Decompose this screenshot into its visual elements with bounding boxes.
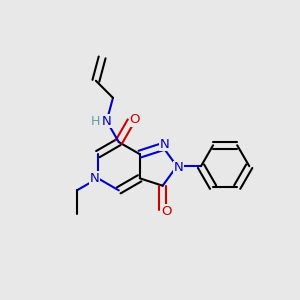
Text: O: O — [161, 205, 171, 218]
Text: N: N — [173, 161, 183, 174]
Text: N: N — [89, 172, 99, 185]
Text: N: N — [159, 138, 169, 151]
Text: O: O — [130, 113, 140, 126]
Text: N: N — [102, 115, 112, 128]
Text: H: H — [91, 115, 100, 128]
